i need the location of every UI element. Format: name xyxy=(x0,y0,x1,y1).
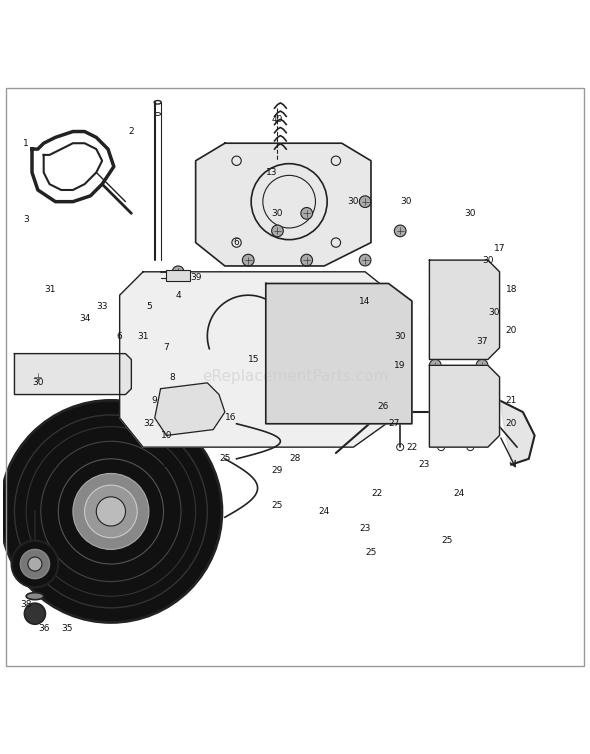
Polygon shape xyxy=(120,271,394,447)
Text: 19: 19 xyxy=(395,361,406,369)
Text: 4: 4 xyxy=(175,291,181,299)
Text: 9: 9 xyxy=(152,396,158,405)
Text: 11: 11 xyxy=(160,460,172,469)
Circle shape xyxy=(476,313,488,324)
Text: 27: 27 xyxy=(389,419,400,428)
Text: 25: 25 xyxy=(441,536,453,545)
Text: 28: 28 xyxy=(289,455,301,463)
Text: 3: 3 xyxy=(23,215,29,224)
Text: 32: 32 xyxy=(143,419,155,428)
Text: 20: 20 xyxy=(506,419,517,428)
Circle shape xyxy=(0,400,222,623)
Text: 23: 23 xyxy=(418,460,430,469)
Text: 17: 17 xyxy=(494,244,505,253)
Circle shape xyxy=(12,541,58,587)
Circle shape xyxy=(359,196,371,207)
Circle shape xyxy=(32,371,44,383)
Circle shape xyxy=(172,266,184,277)
Text: 30: 30 xyxy=(400,197,412,206)
Circle shape xyxy=(242,254,254,266)
Text: 30: 30 xyxy=(395,332,406,341)
Text: 22: 22 xyxy=(371,489,382,498)
Text: 35: 35 xyxy=(61,624,73,633)
Text: 30: 30 xyxy=(488,308,500,317)
Circle shape xyxy=(430,266,441,277)
Text: 29: 29 xyxy=(272,466,283,475)
Circle shape xyxy=(24,603,45,624)
Circle shape xyxy=(359,254,371,266)
Text: 39: 39 xyxy=(190,273,201,282)
Polygon shape xyxy=(500,400,535,464)
Circle shape xyxy=(395,379,405,388)
Text: 38: 38 xyxy=(21,600,32,609)
Text: 25: 25 xyxy=(219,455,231,463)
Circle shape xyxy=(301,254,313,266)
Text: 25: 25 xyxy=(272,501,283,510)
Bar xyxy=(166,270,190,280)
Circle shape xyxy=(301,207,313,219)
Text: 7: 7 xyxy=(163,343,169,352)
Circle shape xyxy=(371,354,383,365)
Polygon shape xyxy=(155,383,225,436)
Text: 25: 25 xyxy=(365,548,376,557)
Circle shape xyxy=(96,497,126,526)
Text: 14: 14 xyxy=(359,296,371,305)
Text: 18: 18 xyxy=(506,285,517,294)
Text: 2: 2 xyxy=(129,127,134,136)
Text: 8: 8 xyxy=(169,372,175,382)
Text: 31: 31 xyxy=(137,332,149,341)
Text: 37: 37 xyxy=(476,338,488,346)
Circle shape xyxy=(73,474,149,550)
Text: 10: 10 xyxy=(160,431,172,440)
Text: 36: 36 xyxy=(38,624,50,633)
Text: 30: 30 xyxy=(482,256,494,265)
Text: 30: 30 xyxy=(348,197,359,206)
Text: 5: 5 xyxy=(146,302,152,311)
Text: 30: 30 xyxy=(464,209,476,218)
Circle shape xyxy=(437,379,446,388)
Ellipse shape xyxy=(26,593,44,599)
Text: 6: 6 xyxy=(234,238,240,247)
Circle shape xyxy=(476,266,488,277)
Circle shape xyxy=(271,225,283,237)
Text: 34: 34 xyxy=(79,314,90,323)
Text: 1: 1 xyxy=(23,139,29,148)
Text: 26: 26 xyxy=(377,402,388,411)
Polygon shape xyxy=(430,260,500,360)
Text: 31: 31 xyxy=(44,285,55,294)
Text: 24: 24 xyxy=(319,507,330,516)
Text: 13: 13 xyxy=(266,168,277,177)
Circle shape xyxy=(430,360,441,371)
Circle shape xyxy=(28,557,42,571)
Text: eReplacementParts.com: eReplacementParts.com xyxy=(202,369,388,385)
Text: 6: 6 xyxy=(117,332,123,341)
Polygon shape xyxy=(430,365,500,447)
Polygon shape xyxy=(15,354,132,394)
Text: 30: 30 xyxy=(32,379,44,388)
Text: 22: 22 xyxy=(407,443,418,452)
Text: 23: 23 xyxy=(359,525,371,534)
Polygon shape xyxy=(266,284,412,424)
Text: 20: 20 xyxy=(506,326,517,335)
Circle shape xyxy=(20,550,50,578)
Text: 24: 24 xyxy=(453,489,464,498)
Text: 30: 30 xyxy=(272,209,283,218)
Text: 40: 40 xyxy=(272,115,283,124)
Circle shape xyxy=(476,360,488,371)
Text: 16: 16 xyxy=(225,413,237,422)
Polygon shape xyxy=(196,143,371,266)
Text: 21: 21 xyxy=(506,396,517,405)
Text: 25: 25 xyxy=(160,489,172,498)
Circle shape xyxy=(466,379,475,388)
Text: 15: 15 xyxy=(248,355,260,364)
Text: 33: 33 xyxy=(96,302,108,311)
Circle shape xyxy=(430,313,441,324)
Circle shape xyxy=(394,225,406,237)
Circle shape xyxy=(84,485,137,538)
